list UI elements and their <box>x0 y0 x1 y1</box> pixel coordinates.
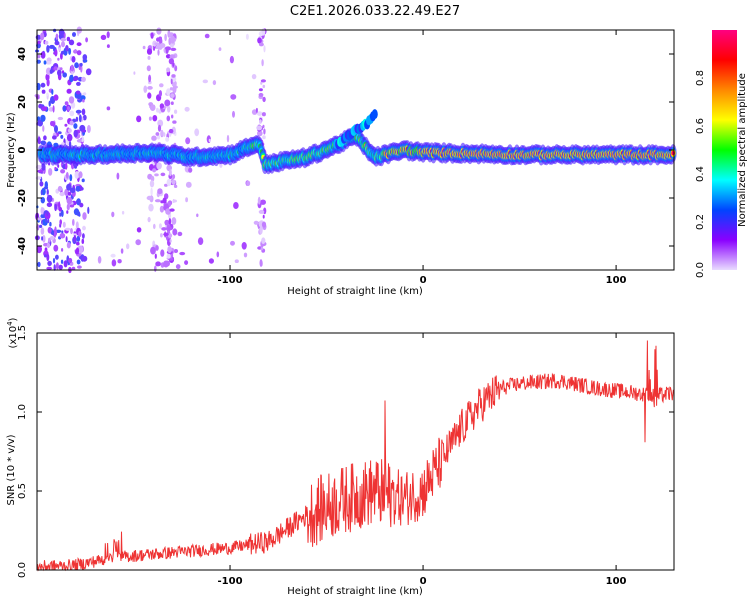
snr-ytick-label: 0.0 <box>17 562 28 578</box>
spectrogram-panel: -100 0 100 -40 -20 0 20 40 Height of straight l… <box>6 26 677 297</box>
snr-xtick-label: 0 <box>420 576 427 587</box>
snr-xtick-label: -100 <box>218 576 243 587</box>
snr-xtick-label: 100 <box>606 576 627 587</box>
spectrogram-ytick-label: 0 <box>17 146 28 153</box>
snr-frame <box>36 332 675 571</box>
snr-series-line <box>36 340 674 572</box>
colorbar-gradient <box>712 30 737 270</box>
spectrogram-ytick-label: 20 <box>17 95 28 109</box>
figure-title: C2E1.2026.033.22.49.E27 <box>289 4 461 19</box>
spectrogram-ridge <box>37 109 677 175</box>
colorbar-tick-label: 0.8 <box>695 70 706 86</box>
snr-xlabel: Height of straight line (km) <box>287 586 423 597</box>
colorbar-tick-label: 0.6 <box>695 118 706 134</box>
snr-ytick-label: 1.5 <box>17 325 28 341</box>
snr-panel: -100 0 100 0.0 0.5 1.0 1.5 Height of straight … <box>6 317 675 597</box>
snr-plot-area <box>37 333 674 570</box>
spectrogram-xtick-label: -100 <box>218 275 243 286</box>
colorbar: 0.0 0.2 0.4 0.6 0.8 Normalized spectral ampl… <box>695 30 748 278</box>
snr-scale-label: (x104) <box>6 317 19 348</box>
spectrogram-xlabel: Height of straight line (km) <box>287 286 423 297</box>
spectrogram-xtick-label: 100 <box>606 275 627 286</box>
snr-ylabel: SNR (10 * v/v) <box>6 434 17 505</box>
spectrogram-ylabel: Frequency (Hz) <box>6 112 17 188</box>
spectrogram-ytick-label: -20 <box>17 189 28 207</box>
colorbar-label: Normalized spectral amplitude <box>737 73 748 227</box>
snr-ytick-label: 0.5 <box>17 483 28 499</box>
colorbar-tick-label: 0.0 <box>695 262 706 278</box>
spectrogram-image <box>34 26 677 274</box>
colorbar-tick-label: 0.4 <box>695 166 706 182</box>
spectrogram-xtick-label: 0 <box>420 275 427 286</box>
spectrogram-ytick-label: -40 <box>17 237 28 255</box>
snr-ytick-label: 1.0 <box>17 404 28 420</box>
spectrogram-ytick-label: 40 <box>17 47 28 61</box>
colorbar-tick-label: 0.2 <box>695 214 706 230</box>
